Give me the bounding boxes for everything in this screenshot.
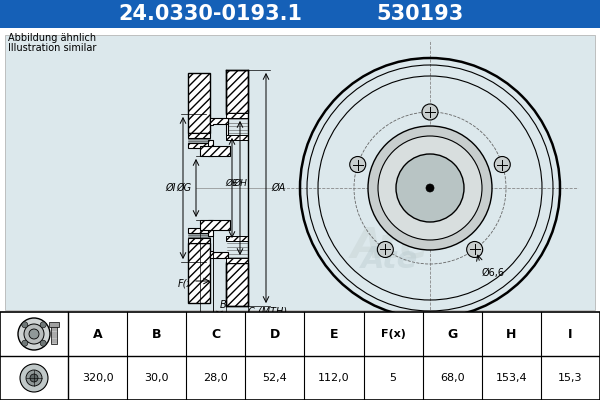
Text: A: A [93, 328, 103, 340]
Text: 28,0: 28,0 [203, 373, 228, 383]
Circle shape [494, 156, 510, 172]
Polygon shape [226, 263, 248, 306]
Text: C: C [211, 328, 220, 340]
Text: B: B [152, 328, 161, 340]
Bar [0, 0, 600, 28]
Circle shape [467, 242, 482, 258]
Text: ØG: ØG [176, 183, 191, 193]
Polygon shape [210, 251, 228, 258]
Text: B: B [220, 300, 227, 310]
Polygon shape [208, 220, 213, 236]
Circle shape [30, 374, 38, 382]
Circle shape [378, 136, 482, 240]
Polygon shape [200, 146, 230, 156]
Circle shape [18, 318, 50, 350]
Polygon shape [208, 140, 213, 156]
Circle shape [377, 242, 394, 258]
Polygon shape [226, 135, 248, 140]
Text: 15,3: 15,3 [558, 373, 583, 383]
Polygon shape [226, 258, 248, 263]
Polygon shape [188, 133, 210, 138]
Text: 5: 5 [389, 373, 397, 383]
Polygon shape [200, 220, 230, 230]
Text: 52,4: 52,4 [263, 373, 287, 383]
Text: Ate: Ate [361, 246, 419, 274]
Circle shape [20, 364, 48, 392]
Polygon shape [188, 243, 210, 303]
Circle shape [29, 329, 39, 339]
Text: Ate: Ate [351, 224, 429, 266]
Text: ØE: ØE [226, 178, 238, 188]
Text: ØA: ØA [271, 183, 285, 193]
Circle shape [350, 156, 366, 172]
Text: Ø6,6: Ø6,6 [482, 268, 505, 278]
Text: H: H [506, 328, 517, 340]
Text: 530193: 530193 [376, 4, 464, 24]
Text: Abbildung ähnlich: Abbildung ähnlich [8, 33, 96, 43]
Polygon shape [226, 113, 248, 118]
Text: F(x): F(x) [380, 329, 406, 339]
Text: 153,4: 153,4 [496, 373, 527, 383]
Polygon shape [226, 236, 248, 241]
Circle shape [40, 322, 46, 328]
Polygon shape [226, 118, 228, 135]
Bar [5, 35, 595, 310]
Text: C (MTH): C (MTH) [248, 307, 287, 317]
Circle shape [22, 322, 28, 328]
Text: F(x): F(x) [178, 278, 197, 288]
Text: D: D [209, 327, 217, 337]
Polygon shape [188, 73, 210, 133]
Circle shape [368, 126, 492, 250]
Text: Illustration similar: Illustration similar [8, 43, 97, 53]
Polygon shape [210, 118, 228, 125]
Circle shape [40, 340, 46, 346]
Circle shape [26, 370, 42, 386]
Bar [0, 312, 600, 400]
Circle shape [426, 184, 434, 192]
Text: ØI: ØI [166, 183, 176, 193]
Bar [51, 324, 57, 344]
Circle shape [22, 340, 28, 346]
Text: G: G [447, 328, 457, 340]
Polygon shape [188, 228, 210, 233]
Bar [49, 322, 59, 327]
Polygon shape [188, 143, 210, 148]
Text: 112,0: 112,0 [318, 373, 350, 383]
Polygon shape [188, 238, 210, 243]
Text: 24.0330-0193.1: 24.0330-0193.1 [118, 4, 302, 24]
Circle shape [422, 104, 438, 120]
Circle shape [24, 324, 44, 344]
Text: 30,0: 30,0 [145, 373, 169, 383]
Polygon shape [226, 70, 248, 113]
Text: 68,0: 68,0 [440, 373, 464, 383]
Text: D: D [270, 328, 280, 340]
Circle shape [396, 154, 464, 222]
Text: ØH: ØH [233, 178, 247, 188]
Text: E: E [330, 328, 338, 340]
Text: 320,0: 320,0 [82, 373, 113, 383]
Text: I: I [568, 328, 572, 340]
